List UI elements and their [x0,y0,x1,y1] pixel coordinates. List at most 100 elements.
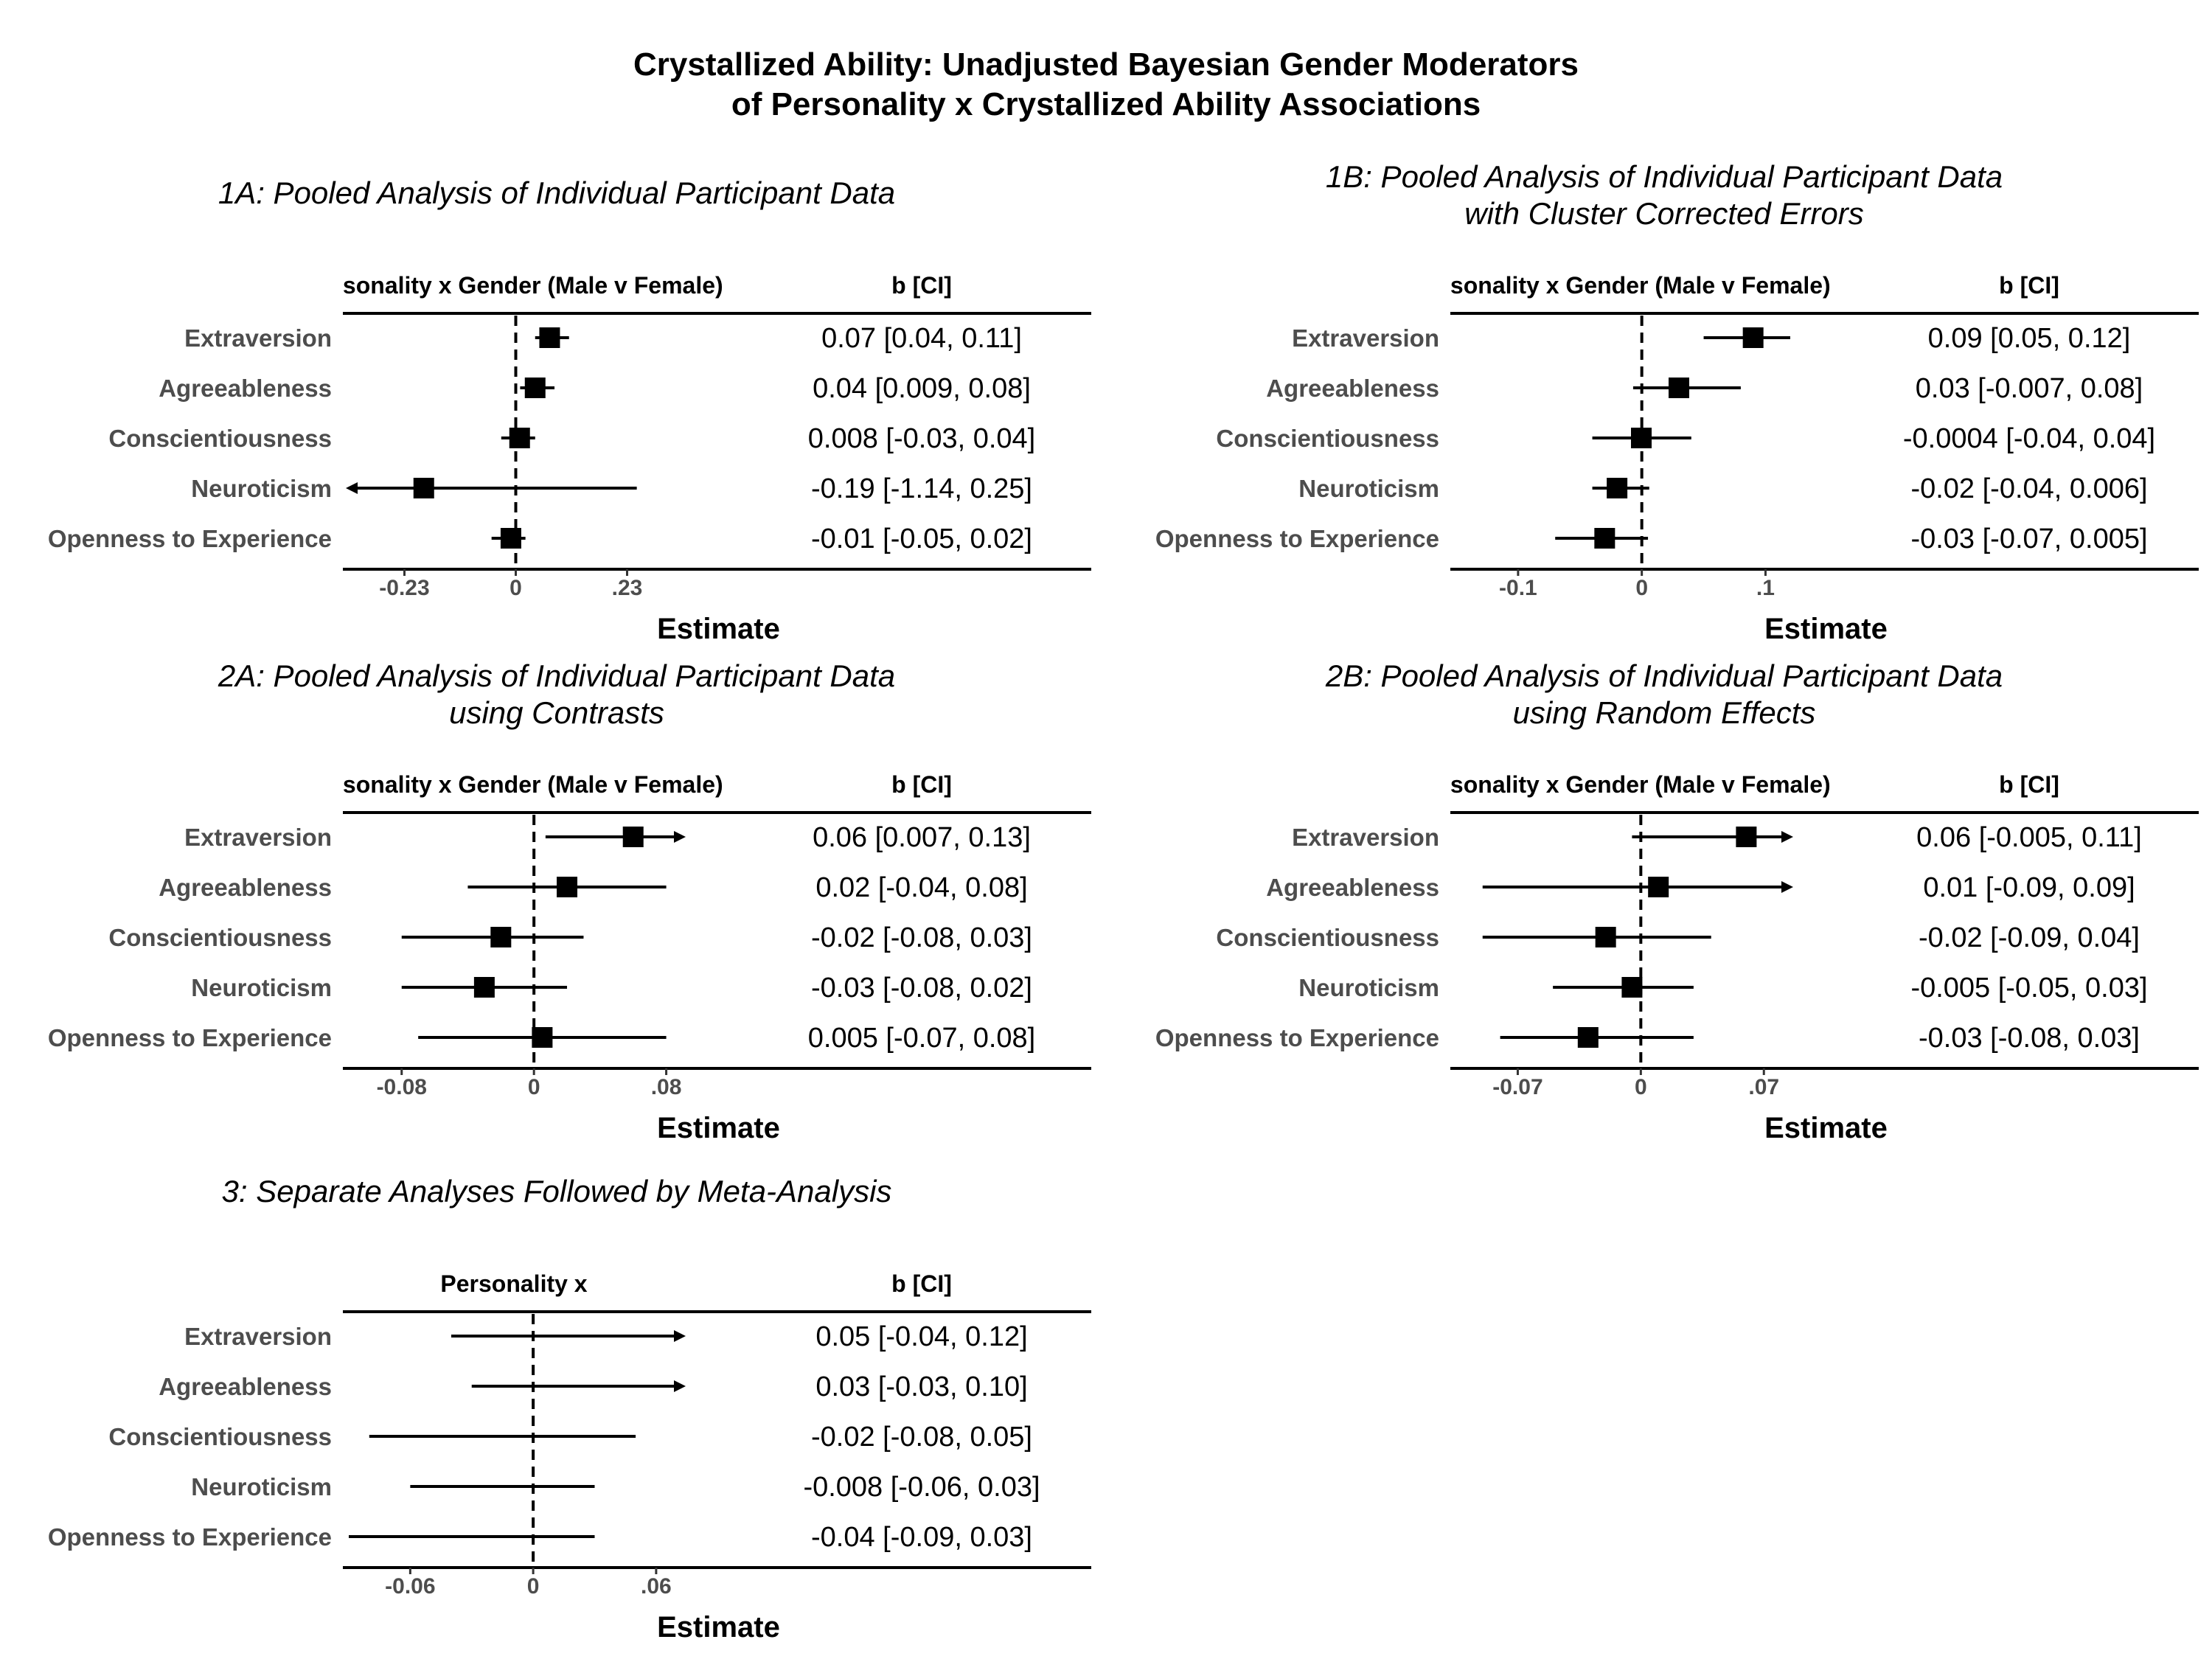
ci-value: -0.005 [-0.05, 0.03] [1910,973,2147,1004]
column-header: Personality x Gender (Male v Female) [1412,272,1830,299]
forest-panel-2: 1B: Pooled Analysis of Individual Partic… [1155,159,2199,645]
estimate-marker [490,927,512,947]
row-label: Extraversion [184,1323,332,1350]
row-label: Openness to Experience [48,1523,332,1551]
estimate-marker [1621,977,1643,998]
ci-value: -0.0004 [-0.04, 0.04] [1903,423,2155,454]
estimate-marker [509,428,530,448]
ci-value: 0.05 [-0.04, 0.12] [815,1321,1027,1352]
panel-title: 1A: Pooled Analysis of Individual Partic… [218,175,895,210]
estimate-marker [524,378,546,398]
estimate-marker [1648,877,1669,897]
row-label: Openness to Experience [48,1024,332,1051]
row-label: Extraversion [184,824,332,851]
ci-arrow-right [674,1330,686,1342]
estimate-marker [622,827,644,847]
row-label: Agreeableness [1266,874,1439,901]
x-tick-label: 0 [1635,1075,1647,1099]
ci-value: 0.02 [-0.04, 0.08] [815,872,1027,903]
estimate-marker [1736,827,1757,847]
x-axis-label: Estimate [1764,613,1888,645]
ci-value: -0.02 [-0.09, 0.04] [1919,922,2140,953]
ci-arrow-right [674,831,686,843]
row-label: Agreeableness [159,375,332,402]
row-label: Extraversion [1292,824,1439,851]
row-label: Neuroticism [1298,475,1439,502]
row-label: Openness to Experience [1155,1024,1439,1051]
column-header: Personality x Gender (Male v Female) [305,771,723,798]
panel-title: using Random Effects [1513,695,1816,730]
panel-title: using Contrasts [449,695,664,730]
x-tick-label: .06 [641,1574,672,1599]
panel-title: 2B: Pooled Analysis of Individual Partic… [1325,658,2003,693]
ci-value: -0.008 [-0.06, 0.03] [803,1472,1040,1503]
x-tick-label: 0 [1635,576,1648,600]
row-label: Conscientiousness [108,924,332,951]
ci-arrow-right [1781,881,1793,893]
panel-title: 2A: Pooled Analysis of Individual Partic… [218,658,895,693]
x-tick-label: 0 [509,576,522,600]
x-tick-label: .1 [1756,576,1775,600]
forest-panel-4: 2B: Pooled Analysis of Individual Partic… [1155,658,2199,1144]
figure-title-line-2: of Personality x Crystallized Ability As… [731,86,1481,122]
panel-title: 1B: Pooled Analysis of Individual Partic… [1326,159,2003,194]
panel-title: 3: Separate Analyses Followed by Meta-An… [222,1174,892,1208]
x-axis-label: Estimate [657,613,780,645]
row-label: Conscientiousness [108,425,332,452]
ci-value: -0.01 [-0.05, 0.02] [811,524,1032,554]
ci-column-header: b [CI] [891,272,952,299]
estimate-marker [1607,478,1628,498]
row-label: Neuroticism [191,475,332,502]
x-axis-label: Estimate [657,1611,780,1644]
ci-value: 0.03 [-0.007, 0.08] [1916,373,2143,404]
ci-value: 0.06 [-0.005, 0.11] [1916,822,2142,853]
estimate-marker [532,1027,553,1048]
ci-arrow-left [346,482,358,494]
row-label: Openness to Experience [1155,525,1439,552]
ci-value: 0.06 [0.007, 0.13] [813,822,1031,853]
panels-container: 1A: Pooled Analysis of Individual Partic… [48,159,2199,1644]
figure-title-line-1: Crystallized Ability: Unadjusted Bayesia… [633,46,1579,83]
estimate-marker [1594,528,1615,549]
ci-value: -0.02 [-0.04, 0.006] [1910,473,2147,504]
column-header-clip: Personality x Gender (Male v Female) [343,272,723,299]
estimate-marker [1669,378,1689,398]
row-label: Agreeableness [159,1373,332,1400]
ci-value: -0.02 [-0.08, 0.03] [811,922,1032,953]
x-tick-label: .23 [612,576,643,600]
x-tick-label: -0.08 [377,1075,427,1099]
column-header-clip: Personality x [440,1270,587,1297]
forest-panel-1: 1A: Pooled Analysis of Individual Partic… [48,175,1091,645]
ci-value: 0.04 [0.009, 0.08] [813,373,1031,404]
ci-column-header: b [CI] [1999,272,2059,299]
row-label: Neuroticism [191,974,332,1001]
ci-column-header: b [CI] [891,1270,952,1297]
ci-value: -0.03 [-0.08, 0.03] [1919,1023,2140,1054]
row-label: Agreeableness [1266,375,1439,402]
x-tick-label: -0.23 [379,576,429,600]
x-axis-label: Estimate [1764,1112,1888,1144]
row-label: Conscientiousness [1216,924,1439,951]
row-label: Agreeableness [159,874,332,901]
estimate-marker [539,327,560,348]
ci-arrow-right [674,1380,686,1392]
row-label: Conscientiousness [1216,425,1439,452]
x-tick-label: 0 [528,1075,540,1099]
column-header-clip: Personality x Gender (Male v Female) [305,771,723,798]
panel-title: with Cluster Corrected Errors [1464,196,1863,231]
estimate-marker [473,977,495,998]
ci-value: 0.03 [-0.03, 0.10] [815,1371,1027,1402]
ci-value: 0.005 [-0.07, 0.08] [808,1023,1035,1054]
ci-arrow-right [1781,831,1793,843]
ci-column-header: b [CI] [1999,771,2059,798]
estimate-marker [1630,428,1652,448]
ci-value: -0.02 [-0.08, 0.05] [811,1422,1032,1453]
row-label: Neuroticism [1298,974,1439,1001]
row-label: Extraversion [184,324,332,352]
ci-value: -0.19 [-1.14, 0.25] [811,473,1032,504]
column-header-clip: Personality x Gender (Male v Female) [1412,272,1831,299]
x-tick-label: -0.07 [1492,1075,1543,1099]
row-label: Extraversion [1292,324,1439,352]
ci-value: 0.09 [0.05, 0.12] [1928,323,2131,354]
